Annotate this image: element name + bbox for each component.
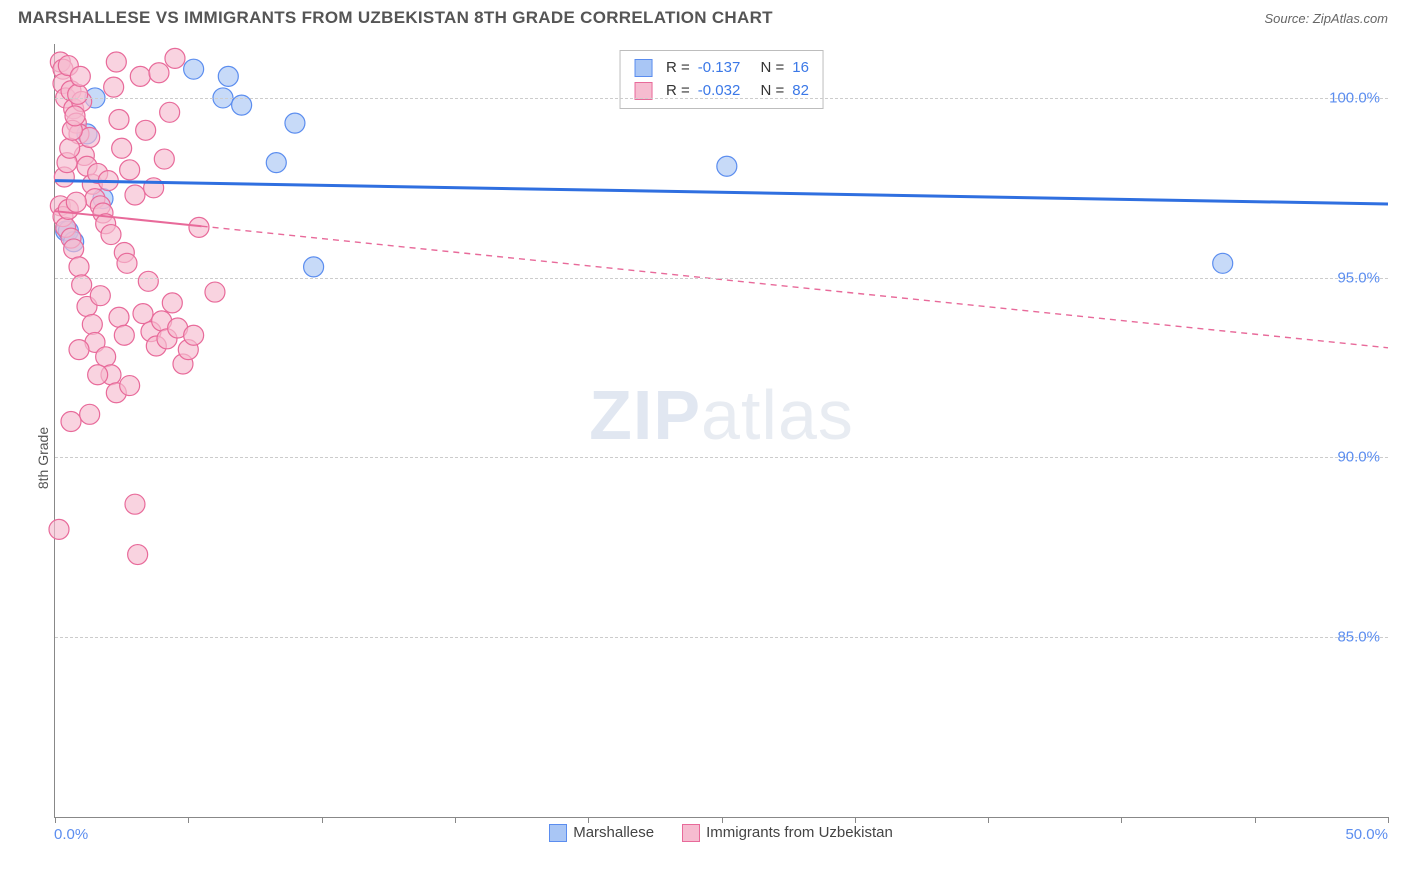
series-label-2: Immigrants from Uzbekistan — [706, 824, 893, 841]
data-point — [125, 185, 145, 205]
y-tick-label: 95.0% — [1337, 269, 1380, 286]
data-point — [66, 192, 86, 212]
data-point — [717, 156, 737, 176]
data-point — [112, 138, 132, 158]
gridline-h — [55, 278, 1388, 279]
data-point — [162, 293, 182, 313]
correlation-legend: R = -0.137 N = 16 R = -0.032 N = 82 — [619, 50, 824, 109]
data-point — [120, 160, 140, 180]
data-point — [104, 77, 124, 97]
data-point — [133, 304, 153, 324]
data-point — [138, 271, 158, 291]
data-point — [128, 545, 148, 565]
plot-region: ZIPatlas R = -0.137 N = 16 R = -0.032 N … — [54, 44, 1388, 818]
x-axis-row: 0.0% 50.0% Marshallese Immigrants from U… — [54, 822, 1388, 850]
y-tick-label: 90.0% — [1337, 449, 1380, 466]
series-legend-item-2: Immigrants from Uzbekistan — [682, 824, 893, 842]
data-point — [64, 239, 84, 259]
series-swatch-1 — [549, 824, 567, 842]
data-point — [165, 48, 185, 68]
trend-line-solid — [55, 211, 202, 226]
legend-row-1: R = -0.137 N = 16 — [634, 57, 809, 80]
data-point — [61, 412, 81, 432]
data-point — [125, 494, 145, 514]
data-point — [184, 325, 204, 345]
data-point — [96, 347, 116, 367]
chart-area: 8th Grade ZIPatlas R = -0.137 N = 16 R =… — [18, 44, 1388, 872]
gridline-h — [55, 637, 1388, 638]
data-point — [205, 282, 225, 302]
y-axis-label: 8th Grade — [35, 427, 51, 489]
data-point — [69, 257, 89, 277]
legend-n-value-1: 16 — [792, 57, 809, 80]
data-point — [90, 286, 110, 306]
data-point — [189, 217, 209, 237]
data-point — [1213, 253, 1233, 273]
title-row: MARSHALLESE VS IMMIGRANTS FROM UZBEKISTA… — [0, 0, 1406, 32]
legend-r-label-1: R = — [666, 57, 690, 80]
data-point — [120, 376, 140, 396]
data-point — [101, 225, 121, 245]
data-point — [285, 113, 305, 133]
legend-r-value-1: -0.137 — [698, 57, 741, 80]
source-label: Source: ZipAtlas.com — [1264, 11, 1388, 26]
data-point — [69, 340, 89, 360]
data-point — [130, 66, 150, 86]
data-point — [82, 314, 102, 334]
data-point — [184, 59, 204, 79]
data-point — [218, 66, 238, 86]
gridline-h — [55, 457, 1388, 458]
data-point — [60, 138, 80, 158]
series-legend: Marshallese Immigrants from Uzbekistan — [54, 824, 1388, 842]
series-swatch-2 — [682, 824, 700, 842]
x-tick-mark — [1388, 817, 1389, 823]
data-point — [117, 253, 137, 273]
data-point — [109, 307, 129, 327]
y-tick-label: 85.0% — [1337, 629, 1380, 646]
data-point — [70, 66, 90, 86]
gridline-h — [55, 98, 1388, 99]
data-point — [114, 325, 134, 345]
data-point — [49, 519, 69, 539]
data-point — [266, 153, 286, 173]
data-point — [88, 365, 108, 385]
chart-title: MARSHALLESE VS IMMIGRANTS FROM UZBEKISTA… — [18, 8, 773, 28]
data-point — [160, 102, 180, 122]
data-point — [80, 404, 100, 424]
data-point — [109, 110, 129, 130]
plot-svg — [55, 44, 1388, 817]
series-label-1: Marshallese — [573, 824, 654, 841]
data-point — [304, 257, 324, 277]
legend-n-label-1: N = — [761, 57, 785, 80]
data-point — [68, 84, 88, 104]
data-point — [65, 106, 85, 126]
trend-line-dashed — [202, 226, 1388, 348]
series-legend-item-1: Marshallese — [549, 824, 654, 842]
y-tick-label: 100.0% — [1329, 89, 1380, 106]
legend-swatch-1 — [634, 59, 652, 77]
trend-line-solid — [55, 181, 1388, 204]
data-point — [106, 52, 126, 72]
data-point — [149, 63, 169, 83]
data-point — [136, 120, 156, 140]
data-point — [154, 149, 174, 169]
